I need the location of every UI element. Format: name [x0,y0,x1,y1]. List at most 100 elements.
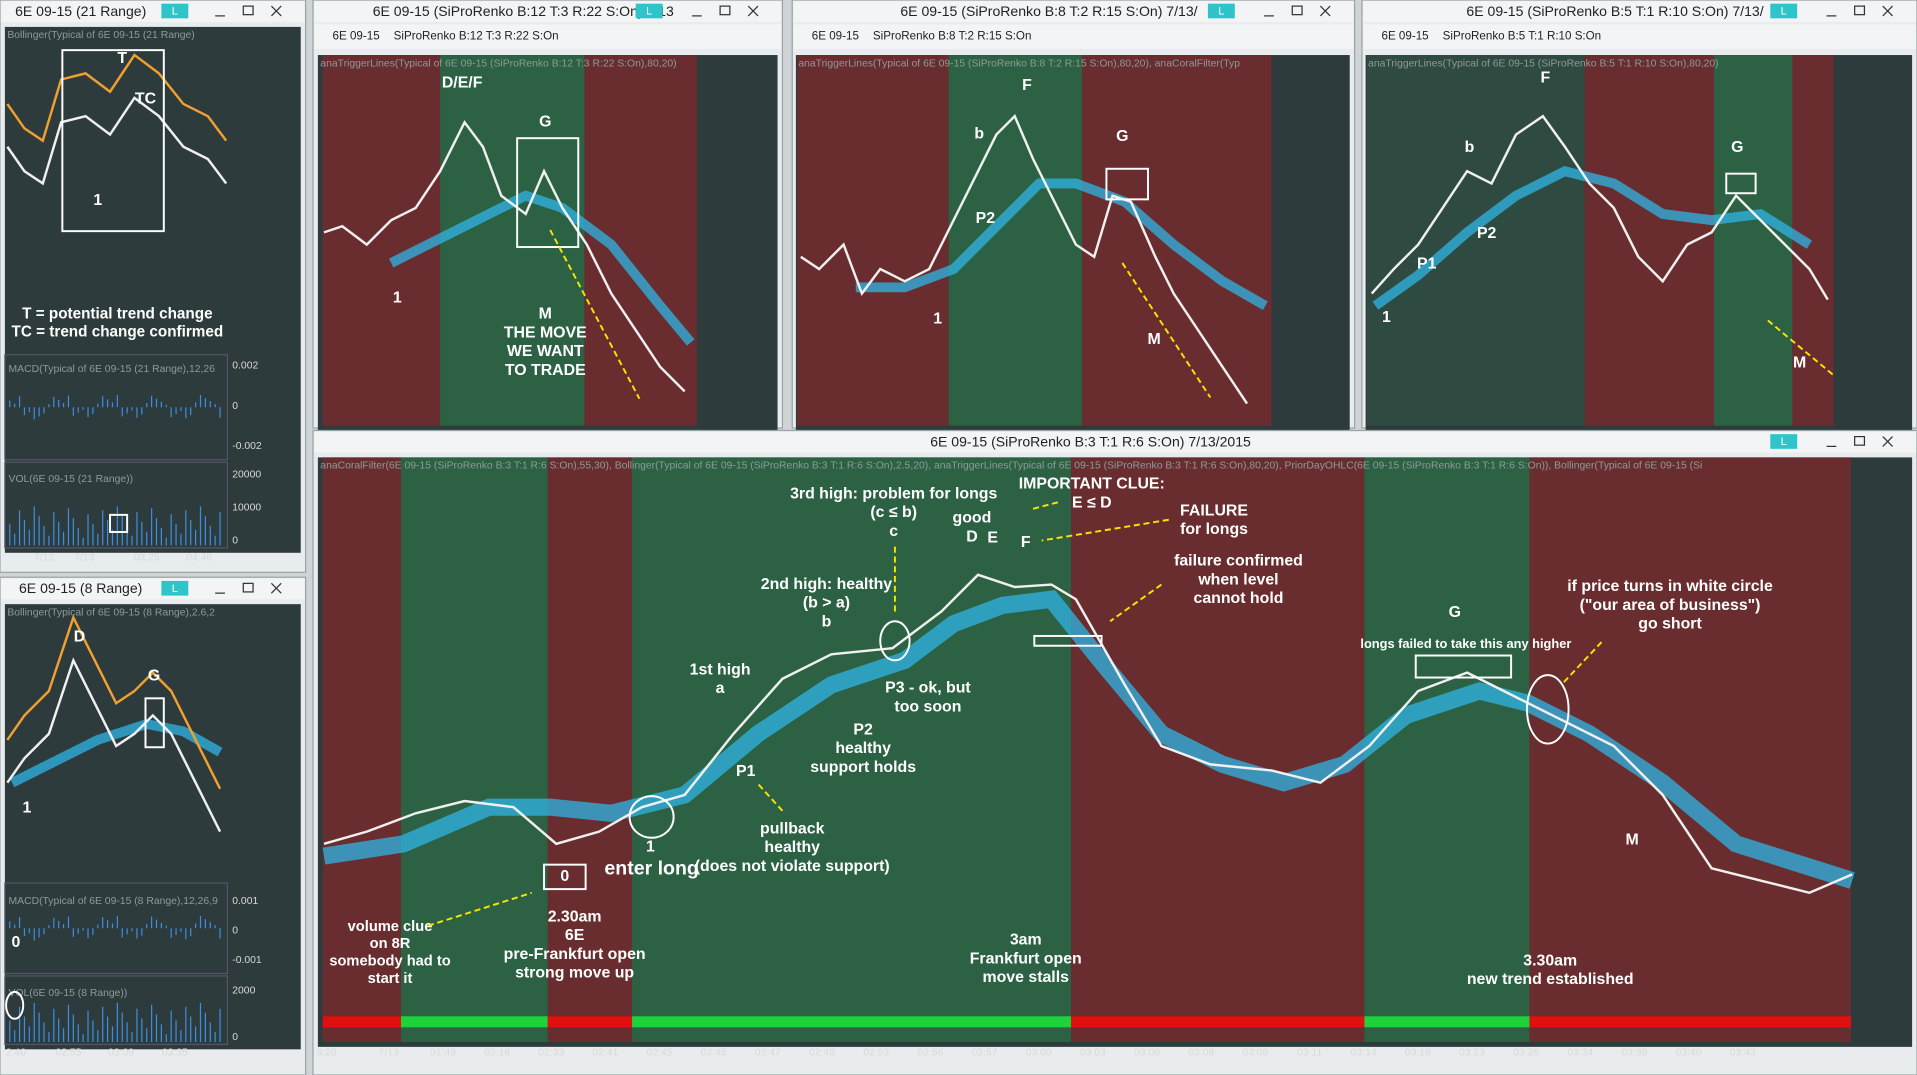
badge[interactable] [1207,3,1235,19]
annotation: volume clue [348,919,433,935]
badge-label[interactable]: L [646,6,652,18]
indicator-label: anaTriggerLines(Typical of 6E 09-15 (SiP… [320,58,676,69]
time-label: 04:46 [186,552,212,563]
panel-tick: 2000 [232,985,255,996]
badge[interactable] [161,580,189,596]
session-strip [1364,1016,1530,1028]
close-button[interactable] [1882,436,1893,447]
time-label: 3:20 [316,1048,336,1059]
chart-window: 6E 09-15 (SiProRenko B:8 T:2 R:15 S:On) … [791,0,1356,431]
session-strip [632,1016,1071,1028]
session-zone [1070,457,1365,1042]
badge[interactable] [1770,434,1798,449]
badge-label[interactable]: L [1781,6,1787,18]
arrow [1032,500,1062,510]
icon [1854,435,1866,446]
annotation: longs failed to take this any higher [1360,636,1571,651]
instrument-select[interactable]: 6E 09-15 [333,30,380,43]
time-label: 02:18 [484,1048,510,1059]
badge[interactable] [1770,3,1798,19]
window-title: 6E 09-15 (SiProRenko B:8 T:2 R:15 S:On) … [900,3,1197,19]
bar-type-select[interactable]: SiProRenko B:8 T:2 R:15 S:On [873,30,1032,43]
badge-label[interactable]: L [1781,436,1787,448]
close-button[interactable] [747,5,759,17]
close-button[interactable] [1319,5,1331,17]
annotation: 1 [22,800,31,817]
annotation: 2nd high: healthy [761,576,893,593]
annotation: M [1626,831,1639,848]
annotation: good [953,510,992,527]
close-button[interactable] [270,582,282,594]
title-bar [1,578,305,600]
time-label: 02:56 [917,1048,943,1059]
annotation: G [1449,604,1461,621]
maximize-button[interactable] [242,582,254,593]
time-label: 02:33 [538,1048,564,1059]
bar-type-select[interactable]: SiProRenko B:5 T:1 R:10 S:On [1443,30,1602,43]
annotation: P1 [1417,255,1437,272]
badge-label[interactable]: L [172,6,178,18]
chart-window: 6E 09-15 (SiProRenko B:5 T:1 R:10 S:On) … [1361,0,1917,431]
annotation: E [987,529,998,546]
panel-tick: 0 [232,535,238,546]
badge-label[interactable]: L [172,583,178,595]
indicator-band [10,718,223,788]
annotation: G [539,113,551,130]
annotation: start it [368,971,413,987]
annotation: move stalls [983,969,1070,986]
arrow [427,891,533,927]
time-label: 03:25 [134,552,160,563]
badge-label[interactable]: L [1218,6,1224,18]
annotation: 3.30am [1523,952,1577,969]
annotation: 3rd high: problem for longs [790,485,997,502]
annotation: 3am [1010,932,1042,949]
panel-tick: 0 [232,1032,238,1043]
instrument-select[interactable]: 6E 09-15 [1382,30,1429,43]
panel-label: VOL(6E 09-15 (21 Range)) [9,474,134,485]
maximize-button[interactable] [719,5,731,16]
time-label: 02:45 [647,1048,673,1059]
annotation: 0 [11,934,20,951]
annotation: M [539,306,552,323]
session-zone [948,55,1082,426]
annotation: ("our area of business") [1580,597,1761,614]
maximize-button[interactable] [242,5,254,16]
badge[interactable] [161,3,189,19]
annotation: enter long [604,858,698,880]
time-label: 7/13 [379,1048,399,1059]
badge[interactable] [635,3,663,19]
title-bar [1,1,305,23]
arrow [1767,319,1835,377]
annotation: if price turns in white circle [1567,578,1773,595]
price-line [6,96,228,186]
session-zone [322,457,402,1042]
annotation: pre-Frankfurt open [504,946,646,963]
panel-label: MACD(Typical of 6E 09-15 (8 Range),12,26… [9,896,219,907]
toolbar [793,24,1354,49]
annotation: b [1465,139,1475,156]
arrow [1041,518,1169,542]
maximize-button[interactable] [1291,5,1303,16]
annotation: on 8R [370,936,411,952]
close-button[interactable] [270,5,282,17]
annotation: THE MOVE [504,324,587,341]
indicator-label: anaTriggerLines(Typical of 6E 09-15 (SiP… [1368,58,1719,69]
annotation: b [974,126,984,143]
box [1105,167,1149,201]
bar-type-select[interactable]: SiProRenko B:12 T:3 R:22 S:On [394,30,559,43]
bollinger-line [6,53,228,143]
annotation: IMPORTANT CLUE: [1019,476,1165,493]
close-button[interactable] [1882,5,1893,17]
maximize-button[interactable] [1854,435,1866,446]
box [1414,654,1513,679]
time-label: 03:09 [1242,1048,1268,1059]
session-strip [322,1016,402,1028]
panel-tick: 0 [232,925,238,936]
indicator-band [1372,166,1813,310]
icon [747,5,759,17]
session-zone [401,457,548,1042]
instrument-select[interactable]: 6E 09-15 [812,30,859,43]
chart-window: 6E 09-15 (21 Range) L Bollinger(Typical of… [0,0,307,573]
maximize-button[interactable] [1854,5,1866,16]
price-line [323,573,1853,895]
